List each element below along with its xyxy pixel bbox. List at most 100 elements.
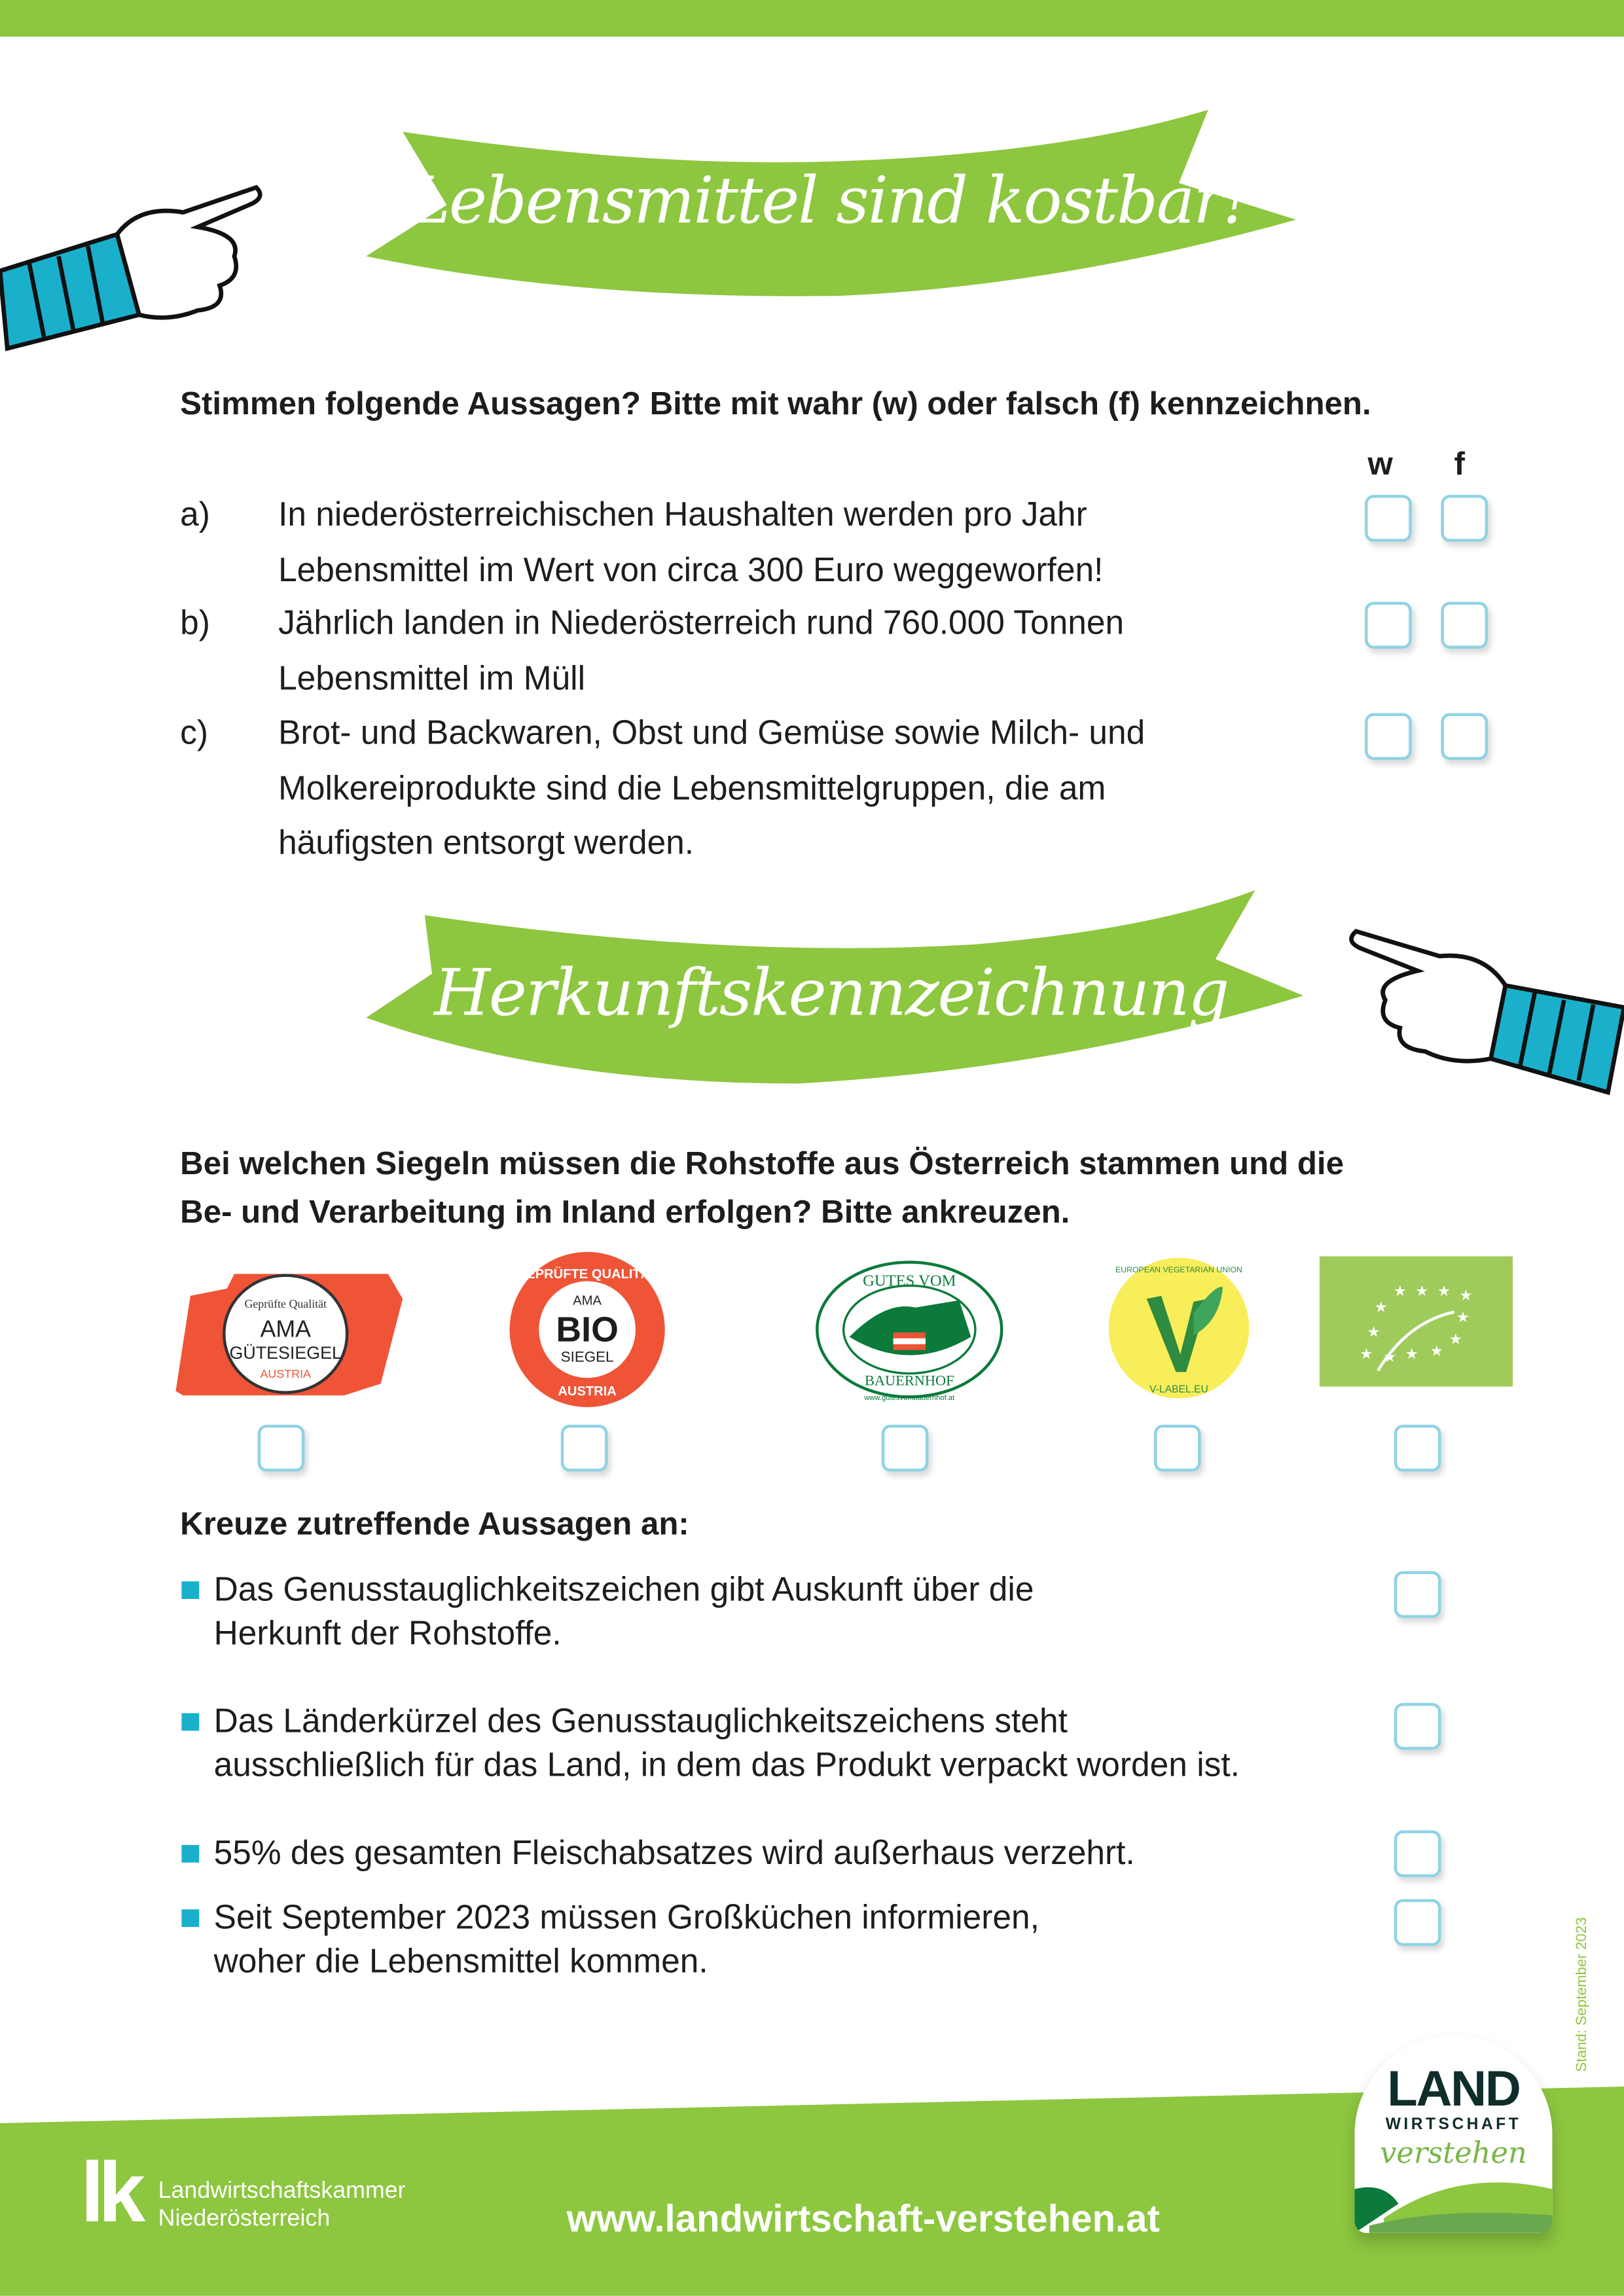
- item-a-text: In niederösterreichischen Haushalten wer…: [278, 488, 1103, 598]
- item-a-line2: Lebensmittel im Wert von circa 300 Euro …: [278, 550, 1104, 588]
- seal-top-text: EUROPEAN VEGETARIAN UNION: [1115, 1265, 1242, 1274]
- seal-bottom-text: AUSTRIA: [558, 1384, 616, 1399]
- brush-banner-shape: [366, 109, 1296, 296]
- column-f-label: f: [1454, 445, 1465, 482]
- statement-1-line1: Das Genusstauglichkeitszeichen gibt Ausk…: [213, 1570, 1034, 1608]
- item-c-letter: c): [180, 713, 209, 751]
- seal-bottom-text: V-LABEL.EU: [1149, 1384, 1208, 1395]
- brush-banner-shape: [366, 890, 1304, 1084]
- statement-checkbox-4[interactable]: [1394, 1899, 1441, 1946]
- statement-checkbox-3[interactable]: [1394, 1830, 1441, 1878]
- lk-line2: Niederösterreich: [158, 2206, 331, 2232]
- item-b-letter: b): [180, 603, 210, 641]
- seal-checkbox-ama-guetesiegel[interactable]: [257, 1424, 305, 1472]
- column-w-label: w: [1367, 445, 1393, 482]
- statement-4-line1: Seit September 2023 müssen Großküchen in…: [213, 1897, 1039, 1936]
- seal-checkbox-eu-bio[interactable]: [1394, 1424, 1441, 1472]
- banner-herkunft: Herkunftskennzeichnung: [359, 886, 1304, 1091]
- badge-verstehen: verstehen: [1380, 2134, 1527, 2170]
- statement-4: Seit September 2023 müssen Großküchen in…: [214, 1895, 1039, 1982]
- seal-top-text: Geprüfte Qualität: [244, 1297, 327, 1310]
- svg-text:★: ★: [1394, 1283, 1407, 1299]
- bullet-icon: [181, 1713, 200, 1731]
- badge-wirtschaft: WIRTSCHAFT: [1385, 2115, 1522, 2134]
- ama-bio-siegel-logo: GEPRÜFTE QUALITÄT AMA BIO SIEGEL AUSTRIA: [509, 1251, 665, 1407]
- svg-text:★: ★: [1360, 1346, 1373, 1362]
- svg-text:★: ★: [1437, 1283, 1451, 1299]
- banner-title: Lebensmittel sind kostbar!: [407, 164, 1249, 239]
- statement-4-line2: woher die Lebensmittel kommen.: [213, 1941, 708, 1980]
- lk-logo-text: Landwirtschaftskammer Niederösterreich: [158, 2178, 406, 2233]
- seal-bottom-text: BAUERNHOF: [865, 1372, 954, 1388]
- statement-checkbox-2[interactable]: [1394, 1702, 1441, 1750]
- statement-checkbox-1[interactable]: [1394, 1571, 1441, 1619]
- svg-text:★: ★: [1383, 1349, 1396, 1365]
- eu-bio-logo: ★ ★ ★ ★ ★★★ ★ ★ ★ ★ ★: [1319, 1256, 1513, 1387]
- item-a-letter: a): [180, 495, 210, 533]
- checkbox-a-w[interactable]: [1365, 495, 1412, 542]
- pointing-hand-icon: [0, 185, 262, 351]
- pointing-hand-icon: [1349, 929, 1624, 1096]
- seal-checkbox-ama-bio[interactable]: [560, 1424, 608, 1472]
- seal-main-text: BIO: [556, 1310, 618, 1349]
- statement-2: Das Länderkürzel des Genusstauglichkeits…: [214, 1698, 1240, 1786]
- statement-1: Das Genusstauglichkeitszeichen gibt Ausk…: [214, 1567, 1034, 1655]
- badge-land: LAND: [1387, 2061, 1521, 2117]
- footer-green-band: [0, 2087, 1624, 2296]
- landwirtschaft-verstehen-badge: LAND WIRTSCHAFT verstehen: [1354, 2035, 1553, 2233]
- checkbox-a-f[interactable]: [1441, 495, 1488, 542]
- svg-text:★: ★: [1456, 1309, 1470, 1325]
- seal-checkbox-v-label[interactable]: [1153, 1424, 1201, 1472]
- seal-question: Bei welchen Siegeln müssen die Rohstoffe…: [180, 1139, 1344, 1236]
- seal-main-text: AMA: [260, 1316, 311, 1342]
- badge-hills: [1354, 2182, 1553, 2233]
- seal-bottom-text: AUSTRIA: [261, 1367, 312, 1380]
- bullet-icon: [181, 1909, 200, 1928]
- statement-3-line1: 55% des gesamten Fleischabsatzes wird au…: [213, 1833, 1135, 1872]
- checkbox-c-f[interactable]: [1441, 713, 1488, 761]
- item-b-text: Jährlich landen in Niederösterreich rund…: [278, 596, 1124, 706]
- gutes-vom-bauernhof-logo: GUTES VOM BAUERNHOF www.gutesvombauernho…: [816, 1261, 1003, 1402]
- v-label-logo: EUROPEAN VEGETARIAN UNION V-LABEL.EU: [1108, 1257, 1250, 1399]
- svg-text:★: ★: [1415, 1283, 1428, 1299]
- banner-lebensmittel: Lebensmittel sind kostbar!: [359, 103, 1296, 308]
- seal-sub-text: GÜTESIEGEL: [230, 1343, 342, 1363]
- seal-question-line2: Be- und Verarbeitung im Inland erfolgen?…: [180, 1193, 1070, 1230]
- item-b-line2: Lebensmittel im Müll: [278, 658, 586, 696]
- ama-guetesiegel-logo: Geprüfte Qualität AMA GÜTESIEGEL AUSTRIA: [175, 1274, 403, 1396]
- lk-logo-mark: lk: [81, 2145, 145, 2240]
- bullet-icon: [181, 1581, 200, 1600]
- item-c-text: Brot- und Backwaren, Obst und Gemüse sow…: [278, 706, 1145, 870]
- item-c-line2: Molkereiprodukte sind die Lebensmittelgr…: [278, 768, 1106, 806]
- lk-line1: Landwirtschaftskammer: [158, 2178, 406, 2204]
- item-a-line1: In niederösterreichischen Haushalten wer…: [278, 495, 1087, 533]
- seal-pre-text: AMA: [573, 1293, 602, 1308]
- footer-url-link[interactable]: www.landwirtschaft-verstehen.at: [566, 2196, 1160, 2240]
- checkbox-b-f[interactable]: [1441, 601, 1488, 649]
- svg-text:★: ★: [1430, 1343, 1443, 1359]
- instruction-text: Stimmen folgende Aussagen? Bitte mit wah…: [180, 385, 1371, 422]
- seal-url-text: www.gutesvombauernhof.at: [863, 1394, 955, 1402]
- top-green-bar: [0, 0, 1624, 37]
- item-c-line3: häufigsten entsorgt werden.: [278, 823, 695, 861]
- svg-text:★: ★: [1375, 1299, 1388, 1316]
- seal-question-line1: Bei welchen Siegeln müssen die Rohstoffe…: [180, 1145, 1344, 1182]
- statement-2-line2: ausschließlich für das Land, in dem das …: [213, 1745, 1240, 1784]
- item-b-line1: Jährlich landen in Niederösterreich rund…: [278, 603, 1125, 641]
- stand-date: Stand: September 2023: [1574, 1917, 1591, 2072]
- statement-1-line2: Herkunft der Rohstoffe.: [213, 1613, 562, 1652]
- item-c-line1: Brot- und Backwaren, Obst und Gemüse sow…: [278, 713, 1146, 751]
- svg-text:★: ★: [1459, 1287, 1472, 1304]
- banner-title: Herkunftskennzeichnung: [434, 956, 1229, 1031]
- svg-text:★: ★: [1449, 1331, 1462, 1348]
- svg-text:★: ★: [1405, 1346, 1418, 1362]
- bullet-icon: [181, 1844, 200, 1863]
- svg-text:★: ★: [1367, 1324, 1380, 1340]
- statements-title: Kreuze zutreffende Aussagen an:: [180, 1505, 689, 1542]
- seal-top-text: GUTES VOM: [863, 1272, 956, 1289]
- checkbox-b-w[interactable]: [1365, 601, 1412, 649]
- seal-checkbox-gutes-vom-bauernhof[interactable]: [881, 1424, 929, 1472]
- seal-top-text: GEPRÜFTE QUALITÄT: [516, 1266, 659, 1282]
- checkbox-c-w[interactable]: [1365, 713, 1412, 761]
